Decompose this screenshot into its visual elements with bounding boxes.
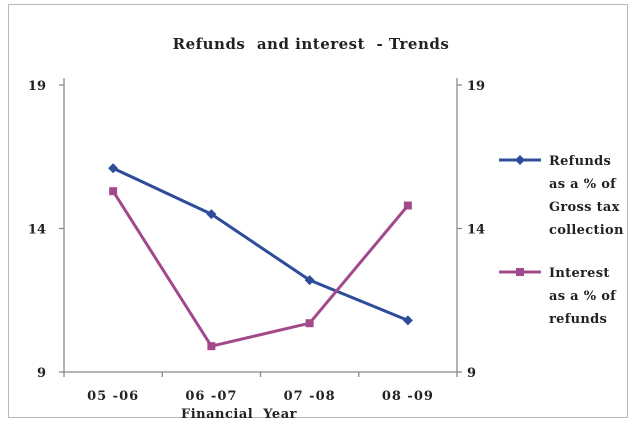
x-tick-label: 06 -07 — [185, 389, 237, 404]
chart-frame: Refunds and interest - Trends Financial … — [8, 4, 628, 418]
x-tick-label: 05 -06 — [87, 389, 139, 404]
legend-label-line: Gross tax — [549, 200, 620, 215]
line-chart: Refunds and interest - Trends Financial … — [9, 5, 629, 419]
legend-marker — [515, 155, 525, 165]
chart-title: Refunds and interest - Trends — [173, 35, 450, 53]
data-point-refunds — [403, 315, 413, 325]
legend-label-line: Interest — [549, 266, 610, 281]
y-tick-label-right: 19 — [467, 79, 485, 94]
x-tick-label: 07 -08 — [284, 389, 336, 404]
x-axis-label: Financial Year — [181, 407, 297, 419]
y-tick-label-right: 14 — [467, 223, 485, 238]
y-ticks-right: 19 14 9 — [457, 79, 485, 381]
legend-label-line: collection — [549, 223, 624, 238]
x-ticks: 05 -06 06 -07 07 -08 08 -09 — [64, 372, 457, 404]
y-tick-label-left: 19 — [28, 79, 46, 94]
series-layer — [108, 163, 413, 350]
data-point-interest — [207, 342, 215, 350]
legend-label-line: refunds — [549, 312, 607, 327]
legend: Refunds as a % of Gross tax collection Inter… — [499, 154, 624, 327]
legend-marker — [516, 268, 524, 276]
data-point-refunds — [108, 163, 118, 173]
series-line-interest — [113, 191, 408, 346]
data-point-interest — [306, 319, 314, 327]
y-ticks-left: 19 14 9 — [28, 79, 64, 381]
y-tick-label-left: 9 — [37, 366, 46, 381]
y-tick-label-left: 14 — [28, 223, 46, 238]
data-point-interest — [404, 202, 412, 210]
data-point-interest — [109, 187, 117, 195]
legend-label-line: as a % of — [549, 289, 617, 304]
series-line-refunds — [113, 168, 408, 320]
legend-label-line: as a % of — [549, 177, 617, 192]
x-tick-label: 08 -09 — [382, 389, 434, 404]
y-tick-label-right: 9 — [467, 366, 476, 381]
legend-label-line: Refunds — [549, 154, 611, 169]
